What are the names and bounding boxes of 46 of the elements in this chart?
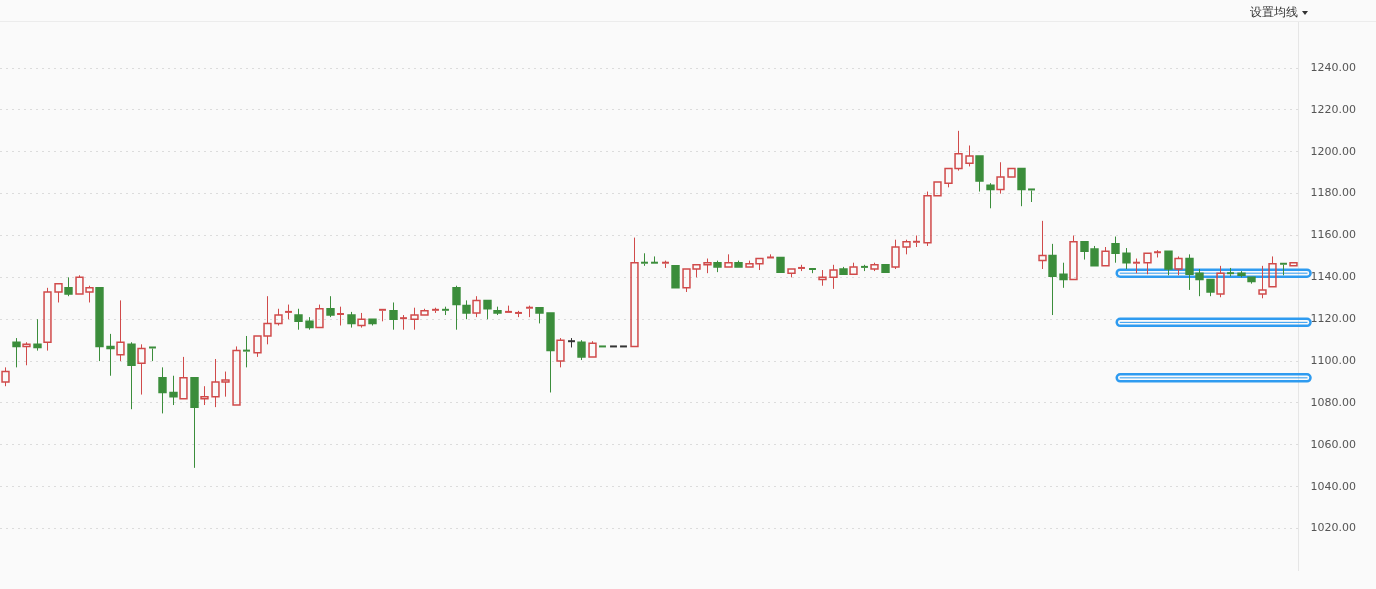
candlestick bbox=[1143, 252, 1152, 275]
text: 设置均线 bbox=[1250, 4, 1298, 21]
candlestick bbox=[650, 255, 659, 264]
candlestick bbox=[619, 345, 628, 348]
candlestick bbox=[378, 308, 387, 322]
candlestick bbox=[640, 252, 649, 267]
y-tick-label: 1180.00 bbox=[1310, 186, 1357, 200]
candlestick bbox=[808, 267, 817, 274]
y-tick-label: 1200.00 bbox=[1310, 144, 1357, 158]
candlestick bbox=[525, 305, 534, 318]
candlestick bbox=[54, 282, 63, 303]
candlestick bbox=[1279, 262, 1288, 276]
y-tick-label: 1220.00 bbox=[1310, 102, 1357, 116]
candlestick bbox=[232, 345, 241, 406]
candlestick bbox=[818, 269, 827, 287]
candlestick bbox=[912, 235, 921, 248]
candlestick bbox=[1289, 261, 1298, 267]
candlestick bbox=[598, 345, 607, 348]
candlestick bbox=[22, 341, 31, 366]
candlestick bbox=[399, 314, 408, 331]
candlestick bbox=[1027, 188, 1036, 203]
candlestick bbox=[242, 335, 251, 368]
y-tick-label: 1240.00 bbox=[1310, 60, 1357, 74]
candlestick bbox=[1007, 167, 1016, 178]
candlestick bbox=[1069, 235, 1078, 281]
candlestick bbox=[1038, 220, 1047, 270]
y-tick-label: 1100.00 bbox=[1310, 353, 1357, 367]
y-tick-label: 1080.00 bbox=[1310, 395, 1357, 409]
y-tick-label: 1040.00 bbox=[1310, 479, 1357, 493]
candlestick bbox=[1268, 255, 1277, 288]
candlestick bbox=[630, 237, 639, 348]
candlestick bbox=[148, 346, 157, 362]
candlestick bbox=[336, 306, 345, 326]
y-tick-label: 1140.00 bbox=[1310, 270, 1357, 284]
candlestick bbox=[137, 343, 146, 396]
candlestick bbox=[724, 253, 733, 268]
y-tick-label: 1120.00 bbox=[1310, 312, 1357, 326]
candlestick bbox=[179, 356, 188, 400]
y-tick-label: 1020.00 bbox=[1310, 521, 1357, 535]
candlestick bbox=[116, 299, 125, 362]
y-tick-label: 1060.00 bbox=[1310, 437, 1357, 451]
candlestick bbox=[588, 340, 597, 358]
candlestick bbox=[1258, 265, 1267, 299]
y-tick-label: 1160.00 bbox=[1310, 228, 1357, 242]
candlestick bbox=[609, 345, 618, 348]
candlestick bbox=[996, 161, 1005, 195]
